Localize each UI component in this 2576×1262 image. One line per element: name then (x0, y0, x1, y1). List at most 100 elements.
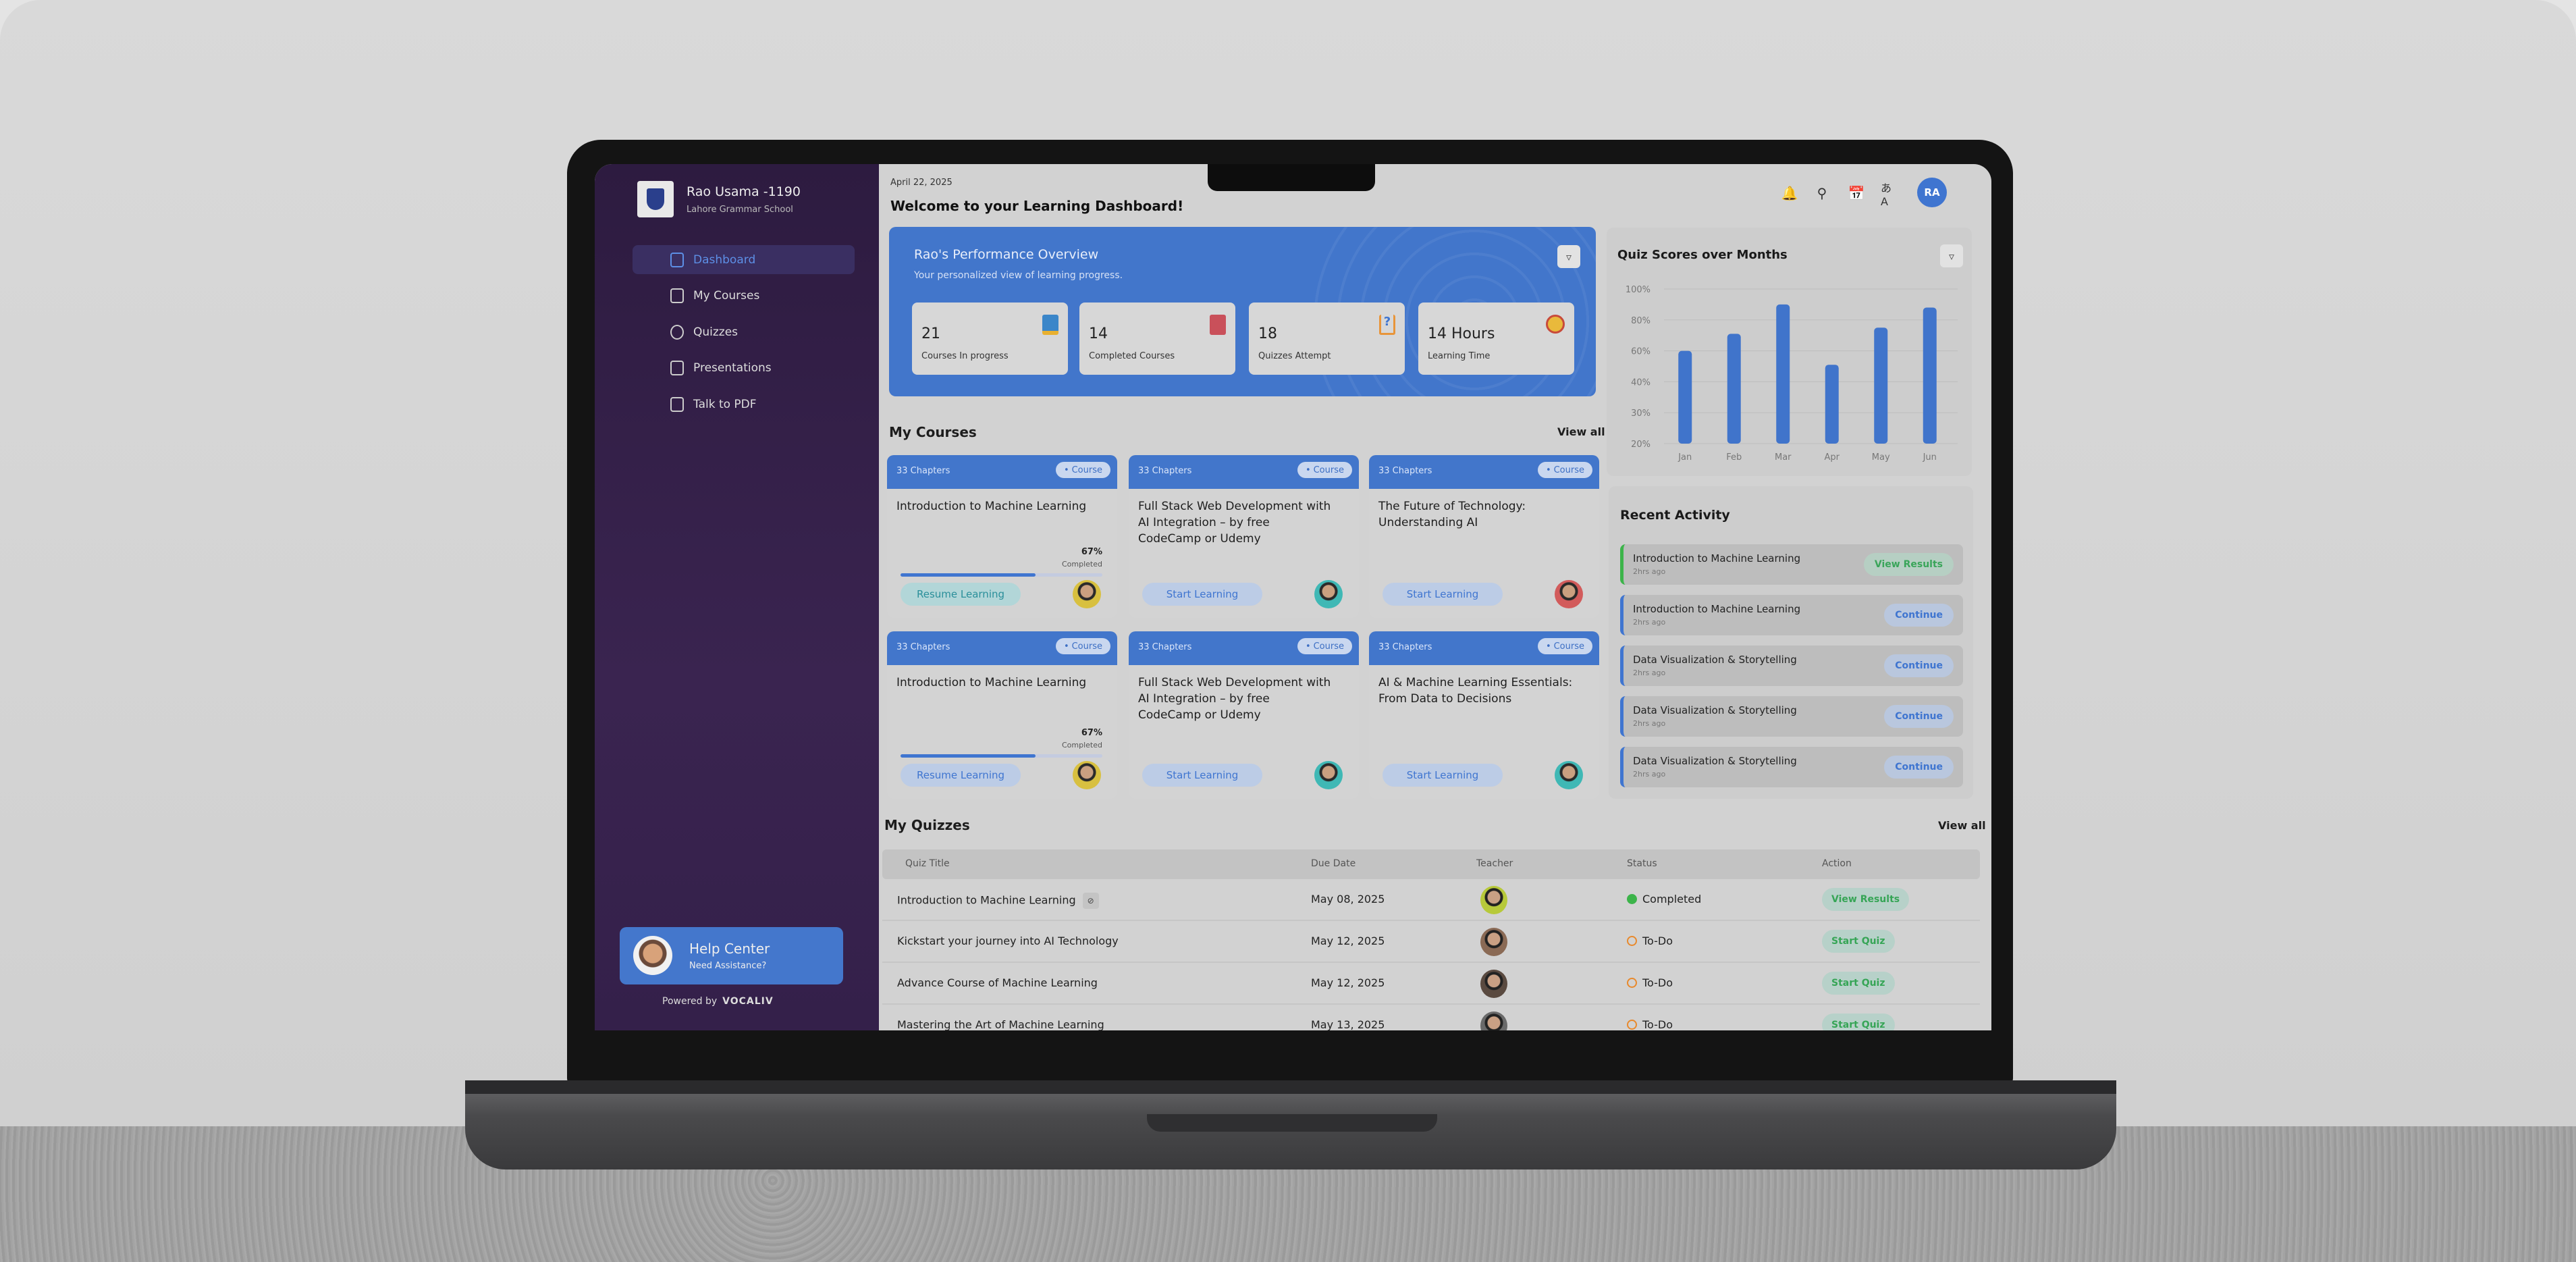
bar[interactable] (1923, 307, 1937, 444)
instructor-avatar (1555, 761, 1583, 789)
course-action-button[interactable]: Resume Learning (901, 583, 1021, 606)
help-title: Help Center (689, 941, 770, 957)
course-title: Full Stack Web Development with AI Integ… (1138, 500, 1331, 546)
activity-title: Data Visualization & Storytelling (1633, 704, 1797, 716)
course-card-header: 33 Chapters • Course (1369, 455, 1599, 489)
course-tag-label: Course (1071, 465, 1102, 475)
course-card[interactable]: 33 Chapters • Course The Future of Technolo… (1369, 455, 1599, 618)
bell-icon[interactable]: 🔔 (1781, 185, 1798, 201)
activity-time: 2hrs ago (1633, 770, 1666, 779)
quiz-row: Introduction to Machine Learning ⊘ May 08,… (882, 879, 1980, 921)
instructor-avatar (1314, 580, 1343, 608)
activity-action-button[interactable]: Continue (1884, 654, 1954, 677)
chart-filter-icon[interactable]: ▿ (1940, 244, 1963, 267)
question-book-icon: ? (1379, 315, 1395, 335)
activity-action-button[interactable]: Continue (1884, 756, 1954, 779)
y-tick-label: 60% (1631, 347, 1651, 357)
sidebar-item-label: Dashboard (693, 253, 756, 267)
help-center-button[interactable]: Help Center Need Assistance? (620, 927, 843, 984)
column-header: Teacher (1476, 858, 1513, 869)
help-subtitle: Need Assistance? (689, 961, 767, 971)
column-header: Status (1627, 858, 1657, 869)
course-tag: • Course (1297, 638, 1352, 654)
quiz-scores-chart-card: Quiz Scores over Months ▿ 100% 80% 60% 40% 3… (1607, 228, 1972, 476)
course-action-button[interactable]: Resume Learning (901, 764, 1021, 787)
sidebar: Rao Usama -1190 Lahore Grammar School Da… (595, 164, 879, 1030)
sidebar-item-quizzes[interactable]: Quizzes (670, 322, 738, 342)
course-card[interactable]: 33 Chapters • Course AI & Machine Learning … (1369, 631, 1599, 799)
laptop-base (465, 1080, 2116, 1169)
quiz-action-button[interactable]: View Results (1822, 888, 1910, 911)
course-card[interactable]: 33 Chapters • Course Introduction to Machin… (887, 455, 1117, 618)
activity-time: 2hrs ago (1633, 618, 1666, 627)
course-card[interactable]: 33 Chapters • Course Introduction to Machin… (887, 631, 1117, 799)
sidebar-item-talk-to-pdf[interactable]: Talk to PDF (670, 394, 757, 415)
course-tag-label: Course (1071, 641, 1102, 652)
course-card[interactable]: 33 Chapters • Course Full Stack Web Develop… (1129, 631, 1359, 799)
chart-title: Quiz Scores over Months (1617, 248, 1788, 262)
bar[interactable] (1776, 304, 1790, 444)
quiz-title: Kickstart your journey into AI Technolog… (897, 935, 1119, 947)
sidebar-item-dashboard[interactable]: Dashboard (670, 250, 755, 270)
books-icon (670, 288, 684, 303)
quiz-title: Advance Course of Machine Learning (897, 976, 1098, 989)
stat-value: 14 (1089, 325, 1108, 342)
due-date: May 13, 2025 (1311, 1018, 1385, 1030)
activity-time: 2hrs ago (1633, 668, 1666, 677)
quizzes-view-all-link[interactable]: View all (1938, 819, 1986, 832)
stat-value: 21 (921, 325, 940, 342)
activity-title: Introduction to Machine Learning (1633, 552, 1801, 564)
bar[interactable] (1825, 365, 1839, 444)
drop-icon: • (1545, 641, 1551, 652)
performance-subtitle: Your personalized view of learning progr… (914, 270, 1123, 281)
check-circle-icon (1627, 894, 1637, 904)
instructor-avatar (1073, 580, 1101, 608)
course-tag: • Course (1055, 462, 1110, 478)
instructor-avatar (1073, 761, 1101, 789)
performance-overview-card: Rao's Performance Overview Your personal… (889, 227, 1596, 396)
sidebar-item-presentations[interactable]: Presentations (670, 358, 772, 378)
chapter-count: 33 Chapters (1138, 466, 1192, 476)
my-courses-heading: My Courses (889, 424, 977, 440)
status-badge: To-Do (1627, 1018, 1673, 1030)
activity-action-button[interactable]: Continue (1884, 705, 1954, 728)
activity-item: Introduction to Machine Learning 2hrs ago… (1620, 544, 1963, 585)
vocaliv-logo: VOCALIV (722, 996, 774, 1007)
course-action-button[interactable]: Start Learning (1383, 764, 1503, 787)
filter-icon[interactable]: ▿ (1557, 245, 1580, 268)
course-action-button[interactable]: Start Learning (1383, 583, 1503, 606)
activity-item: Introduction to Machine Learning 2hrs ago… (1620, 595, 1963, 635)
bar[interactable] (1727, 334, 1741, 444)
course-action-button[interactable]: Start Learning (1142, 764, 1262, 787)
x-tick-label: Apr (1825, 452, 1840, 463)
calendar-icon[interactable]: 📅 (1848, 185, 1865, 201)
course-action-button[interactable]: Start Learning (1142, 583, 1262, 606)
book-check-icon (1210, 315, 1226, 335)
user-avatar[interactable]: RA (1917, 178, 1947, 207)
activity-action-button[interactable]: View Results (1863, 553, 1954, 576)
stat-card: 21 Courses In progress (912, 303, 1068, 375)
sidebar-item-label: My Courses (693, 289, 760, 303)
activity-time: 2hrs ago (1633, 567, 1666, 576)
current-date: April 22, 2025 (890, 178, 952, 188)
activity-action-button[interactable]: Continue (1884, 604, 1954, 627)
quiz-action-button[interactable]: Start Quiz (1822, 1014, 1895, 1030)
quiz-row: Advance Course of Machine Learning May 12… (882, 963, 1980, 1005)
courses-view-all-link[interactable]: View all (1557, 425, 1605, 438)
quiz-action-button[interactable]: Start Quiz (1822, 930, 1895, 953)
course-card[interactable]: 33 Chapters • Course Full Stack Web Develop… (1129, 455, 1359, 618)
course-tag-label: Course (1553, 465, 1584, 475)
bar[interactable] (1678, 350, 1692, 444)
course-title: Introduction to Machine Learning (896, 500, 1087, 513)
translate-icon[interactable]: あA (1881, 181, 1892, 208)
quiz-icon (670, 325, 684, 340)
quiz-action-button[interactable]: Start Quiz (1822, 972, 1895, 995)
bar[interactable] (1874, 327, 1888, 444)
teacher-avatar (1480, 970, 1507, 998)
attachment-icon[interactable]: ⊘ (1082, 893, 1099, 909)
search-icon[interactable]: ⚲ (1817, 185, 1827, 201)
sidebar-item-my-courses[interactable]: My Courses (670, 286, 759, 306)
progress-label: Completed (1062, 741, 1102, 750)
course-title: Full Stack Web Development with AI Integ… (1138, 676, 1331, 722)
course-card-header: 33 Chapters • Course (887, 631, 1117, 665)
